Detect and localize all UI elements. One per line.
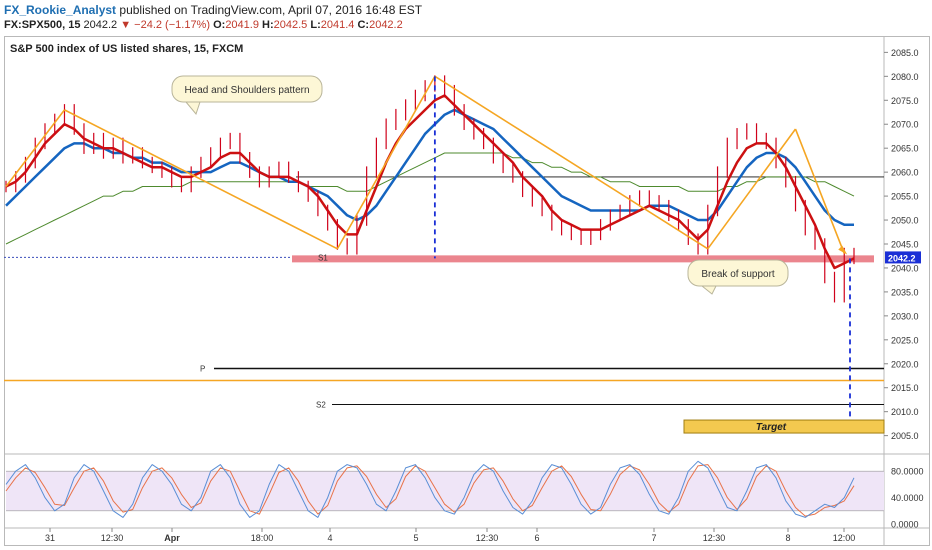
target-label: Target [756,422,787,433]
chart-title: S&P 500 index of US listed shares, 15, F… [10,43,243,55]
oscillator-tick-label: 0.0000 [891,520,919,530]
high-value: 2042.5 [273,19,308,31]
time-tick-label: 31 [45,533,55,543]
oscillator-tick-label: 80.0000 [891,467,924,477]
price-tick-label: 2040.0 [891,263,919,273]
head-shoulders-annotation-tail [185,101,201,116]
close-label: C: [357,19,370,31]
sma-long-line [5,152,855,245]
ema-fast-line [5,94,855,270]
down-arrow-icon: ▼ [120,19,132,31]
oscillator-tick-label: 40.0000 [891,493,924,503]
level-label-p: P [200,365,205,374]
price-tick-label: 2085.0 [891,48,919,58]
price-tick-label: 2080.0 [891,72,919,82]
last-price-tag-text: 2042.2 [888,253,916,263]
level-label-s2: S2 [316,400,326,409]
level-label-s1: S1 [318,253,328,262]
arrowhead-icon [838,245,848,255]
price-change: −24.2 (−1.17%) [134,19,211,31]
high-label: H: [262,19,274,31]
price-tick-label: 2065.0 [891,144,919,154]
head-shoulders-annotation-text: Head and Shoulders pattern [184,85,309,96]
pattern-leg [794,128,845,254]
price-tick-label: 2050.0 [891,216,919,226]
last-price: 2042.2 [83,19,118,31]
head-shoulders-annotation-bubble [171,75,323,103]
chart-frame[interactable] [4,36,930,546]
symbol-quote-line: FX:SPX500, 15 2042.2 ▼ −24.2 (−1.17%) O:… [4,19,403,31]
symbol-label: FX:SPX500, 15 [4,19,81,31]
open-value: 2041.9 [225,19,259,31]
price-tick-label: 2015.0 [891,383,919,393]
price-tick-label: 2055.0 [891,192,919,202]
time-tick-label: 8 [785,533,790,543]
price-tick-label: 2075.0 [891,96,919,106]
low-label: L: [310,19,321,31]
price-tick-label: 2060.0 [891,168,919,178]
break-support-annotation-text: Break of support [701,269,775,280]
author-link[interactable]: FX_Rookie_Analyst [4,3,117,17]
break-support-annotation-tail [701,285,717,295]
open-label: O: [213,19,226,31]
close-value: 2042.2 [369,19,403,31]
publish-info: FX_Rookie_Analyst published on TradingVi… [4,3,422,17]
pattern-leg [5,109,66,187]
pattern-leg [336,75,436,250]
last-price-tag [885,251,921,264]
stochastic-k-line [5,460,855,518]
time-tick-label: 6 [534,533,539,543]
break-support-annotation-bubble [687,259,789,287]
time-tick-label: 12:00 [833,533,856,543]
pattern-leg [434,75,709,250]
price-tick-label: 2035.0 [891,287,919,297]
support-zone-s1 [292,255,874,263]
time-tick-label: Apr [164,533,180,543]
price-tick-label: 2045.0 [891,240,919,250]
time-tick-label: 12:30 [476,533,499,543]
target-box [683,419,885,434]
price-tick-label: 2070.0 [891,120,919,130]
time-tick-label: 5 [413,533,418,543]
low-value: 2041.4 [320,19,355,31]
price-tick-label: 2020.0 [891,359,919,369]
price-tick-label: 2005.0 [891,431,919,441]
chart-header: FX_Rookie_Analyst published on TradingVi… [0,0,932,36]
price-tick-label: 2030.0 [891,311,919,321]
time-tick-label: 18:00 [251,533,274,543]
time-tick-label: 12:30 [703,533,726,543]
time-tick-label: 12:30 [101,533,124,543]
time-tick-label: 4 [327,533,332,543]
price-tick-label: 2010.0 [891,407,919,417]
pattern-leg [64,109,338,250]
time-tick-label: 7 [651,533,656,543]
price-tick-label: 2025.0 [891,335,919,345]
stochastic-d-line [5,464,855,517]
pattern-leg [707,128,797,250]
published-text: published on TradingView.com, April 07, … [119,3,423,17]
